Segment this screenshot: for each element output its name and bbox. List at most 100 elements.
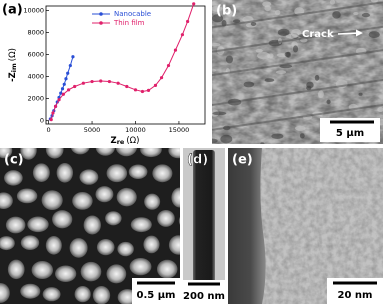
grain	[275, 70, 287, 75]
nanocable-top	[171, 187, 180, 208]
grain	[271, 133, 284, 139]
grain	[298, 34, 308, 38]
data-point	[180, 33, 185, 37]
x-label-main: Z	[111, 136, 117, 146]
grain	[306, 85, 312, 91]
nanocable-top	[5, 216, 26, 234]
nanocable-top	[144, 193, 161, 210]
grain	[284, 51, 291, 58]
data-point	[159, 76, 164, 80]
data-point	[59, 91, 63, 95]
nanocable-top	[115, 148, 138, 157]
panel-label: (c)	[4, 153, 24, 168]
data-point	[68, 63, 72, 68]
grain	[212, 5, 223, 12]
nanocable-top	[106, 264, 127, 284]
nanocable-top	[95, 148, 116, 156]
crack-arrowhead	[356, 29, 363, 37]
grain	[220, 134, 233, 144]
nanocable-top	[45, 148, 64, 159]
grain	[212, 138, 218, 144]
y-label-sub: im	[10, 63, 18, 72]
grain	[212, 68, 217, 72]
grain	[260, 142, 265, 144]
nanocable-top	[41, 190, 63, 211]
plot-frame	[45, 5, 206, 125]
grain	[293, 45, 299, 53]
grain	[255, 48, 263, 53]
grain	[358, 92, 363, 96]
nanocable-top	[20, 283, 41, 299]
data-point	[99, 79, 103, 83]
grain	[377, 106, 383, 113]
grain	[232, 19, 241, 24]
nanocable-top	[128, 164, 148, 180]
nanocable-top	[72, 191, 93, 210]
grain	[314, 74, 320, 81]
grain	[299, 133, 305, 139]
data-point	[125, 84, 129, 89]
data-point	[192, 2, 196, 6]
nanocable-top	[130, 217, 152, 233]
grain	[262, 1, 272, 7]
data-point	[51, 111, 55, 115]
legend-marker	[99, 12, 103, 16]
data-point	[53, 104, 58, 108]
nanocable-top	[20, 235, 40, 251]
nanocable-top	[143, 235, 160, 254]
nanocable-top	[7, 259, 25, 280]
nanocable-top	[129, 257, 152, 276]
nanocable-top	[79, 169, 99, 185]
grain	[264, 78, 275, 82]
data-point	[66, 71, 70, 75]
grain	[225, 55, 233, 64]
panel-c: (c) 0.5 µm	[0, 148, 180, 304]
grain	[277, 28, 290, 36]
data-point	[57, 98, 61, 102]
grain	[267, 53, 274, 59]
nanocable-top	[106, 164, 128, 183]
panel-b: (b) Crack 5 µm	[212, 0, 383, 144]
panel-a: (a) -Zim(Ω) Zre (Ω) 020004000600080001000…	[2, 2, 206, 146]
nanocable-top	[80, 261, 102, 282]
grain	[250, 21, 257, 26]
nanocable-top	[117, 241, 134, 257]
x-tick-label: 5000	[84, 126, 101, 134]
surface-streak	[212, 49, 383, 77]
nanocable-top	[152, 164, 173, 183]
data-point	[62, 82, 66, 86]
scale-bar-label: 0.5 µm	[137, 290, 176, 301]
nanocable-top	[92, 286, 111, 304]
grain	[243, 81, 255, 88]
data-point	[60, 87, 65, 91]
nanocable-top	[0, 192, 13, 210]
nanocable-top	[69, 238, 88, 258]
nanocable-top	[96, 239, 115, 256]
grain	[361, 12, 370, 18]
x-tick-label: 15000	[169, 126, 190, 134]
nanocable-top	[27, 216, 49, 233]
grain	[329, 0, 336, 5]
panel-label: (a)	[2, 3, 23, 18]
nanocable-top	[83, 215, 101, 235]
nanocable-top	[140, 148, 162, 158]
nanocable-rod	[193, 150, 215, 285]
y-label-main: -Z	[8, 72, 18, 82]
data-point	[66, 88, 71, 92]
data-point	[81, 81, 85, 85]
y-tick-label: 6000	[27, 51, 44, 59]
grain	[332, 11, 341, 19]
data-point	[133, 88, 138, 92]
panel-label: (b)	[216, 4, 237, 19]
grain	[326, 99, 331, 105]
x-tick-label: 10000	[125, 126, 146, 134]
grain	[294, 125, 306, 131]
grain	[257, 52, 271, 60]
crack-annotation: Crack	[302, 29, 334, 40]
grain	[212, 14, 224, 23]
nanocable-top	[0, 148, 13, 159]
x-label-unit: (Ω)	[126, 136, 139, 146]
data-point	[64, 77, 68, 81]
nanocable-top	[0, 236, 15, 251]
